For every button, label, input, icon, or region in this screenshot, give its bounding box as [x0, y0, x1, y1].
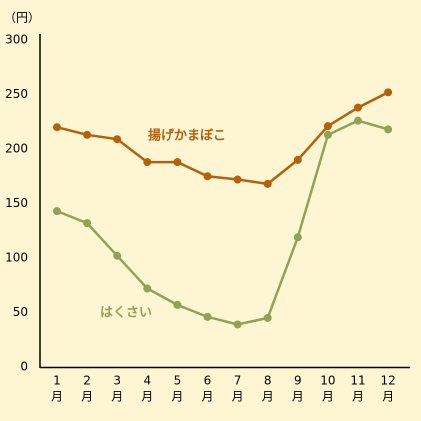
x-tick-label: 9 — [294, 374, 302, 388]
line — [56, 119, 389, 326]
point — [263, 313, 272, 322]
x-unit-label: 月 — [292, 390, 304, 404]
point — [354, 116, 362, 125]
x-tick-label: 10 — [320, 374, 335, 388]
point — [143, 284, 152, 293]
y-tick-label: 300 — [5, 33, 28, 47]
x-tick-label: 3 — [113, 374, 121, 388]
point — [53, 207, 61, 216]
y-tick-label: 100 — [5, 251, 28, 265]
x-unit-label: 月 — [111, 390, 123, 404]
line — [56, 91, 389, 186]
point — [203, 312, 212, 321]
x-unit-label: 月 — [382, 390, 394, 404]
point — [203, 172, 212, 181]
point — [354, 103, 362, 112]
point — [323, 130, 332, 139]
x-tick-label: 12 — [380, 374, 395, 388]
x-tick-label: 4 — [143, 374, 151, 388]
point — [384, 125, 393, 134]
x-tick-label: 11 — [350, 374, 365, 388]
y-tick-label: 150 — [5, 196, 28, 210]
x-tick-label: 2 — [83, 374, 91, 388]
x-unit-label: 月 — [81, 390, 93, 404]
point — [263, 179, 272, 188]
y-unit: （円） — [4, 11, 40, 25]
series-label: 揚げかまぼこ — [148, 128, 226, 144]
series-label: はくさい — [100, 306, 152, 321]
point — [233, 320, 242, 329]
x-tick-label: 1 — [53, 374, 61, 388]
x-unit-label: 月 — [171, 390, 183, 404]
x-tick-label: 6 — [204, 374, 212, 388]
point — [173, 158, 182, 167]
point — [293, 233, 302, 242]
x-unit-label: 月 — [262, 390, 274, 404]
x-unit-label: 月 — [201, 390, 213, 404]
point — [53, 123, 61, 132]
x-unit-label: 月 — [352, 390, 364, 404]
y-tick-label: 50 — [13, 305, 28, 319]
point — [233, 175, 242, 184]
x-unit-label: 月 — [322, 390, 334, 404]
y-tick-label: 250 — [5, 87, 28, 101]
point — [384, 88, 393, 97]
point — [143, 158, 152, 167]
point — [113, 135, 122, 144]
point — [113, 251, 122, 260]
point — [173, 300, 182, 309]
y-tick-label: 200 — [5, 142, 28, 156]
y-tick-label: 0 — [20, 360, 28, 374]
x-tick-label: 8 — [264, 374, 272, 388]
point — [83, 130, 92, 139]
point — [293, 155, 302, 164]
x-unit-label: 月 — [141, 390, 153, 404]
x-unit-label: 月 — [232, 390, 244, 404]
x-unit-label: 月 — [51, 390, 63, 404]
x-tick-label: 7 — [234, 374, 242, 388]
point — [83, 219, 92, 228]
x-tick-label: 5 — [174, 374, 182, 388]
point — [323, 122, 332, 131]
